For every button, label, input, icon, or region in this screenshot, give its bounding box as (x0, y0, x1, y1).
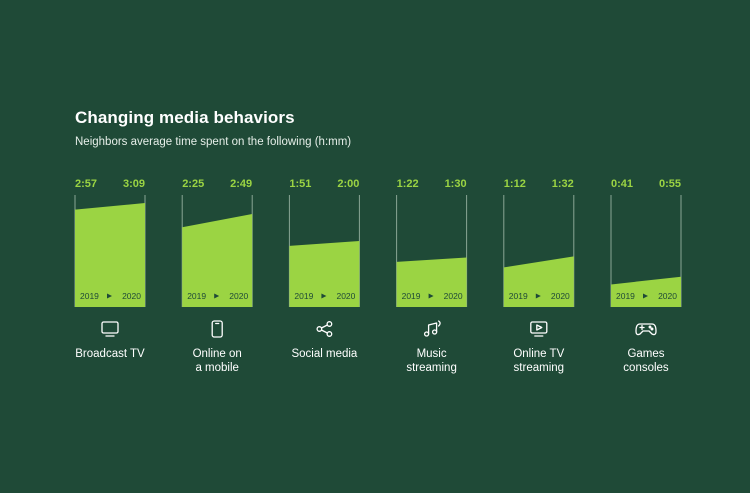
year-label-2020: 2020 (551, 291, 570, 301)
chart-subtitle: Neighbors average time spent on the foll… (75, 136, 352, 148)
category-label: consoles (623, 362, 669, 374)
year-label-2019: 2019 (402, 291, 421, 301)
area-music-streaming (396, 257, 467, 307)
chart-title: Changing media behaviors (75, 108, 295, 127)
arrow-icon (643, 293, 648, 299)
arrow-icon (107, 293, 112, 299)
share-icon-part (326, 321, 333, 327)
share-icon-part (316, 326, 323, 332)
value-label-2019: 0:41 (611, 178, 633, 190)
year-label-2019: 2019 (616, 291, 635, 301)
music-note-icon (423, 320, 441, 337)
area-broadcast-tv (75, 203, 145, 307)
value-label-2020: 1:30 (445, 178, 467, 190)
value-label-2020: 0:55 (659, 178, 681, 190)
value-label-2019: 1:12 (504, 178, 526, 190)
gamepad-icon-part (635, 323, 657, 336)
tv-icon (101, 321, 119, 337)
area-games-consoles (611, 276, 681, 307)
value-label-2019: 2:57 (75, 178, 97, 190)
mobile-phone-icon (211, 320, 223, 338)
category-label: a mobile (195, 362, 238, 374)
play-screen-icon (530, 321, 548, 337)
area-online-on-a-mobile (182, 214, 253, 307)
category-label: Online TV (513, 348, 564, 360)
area-social-media (289, 240, 360, 307)
year-label-2020: 2020 (122, 291, 141, 301)
arrow-icon (321, 293, 327, 299)
category-label: streaming (514, 362, 565, 374)
year-label-2020: 2020 (444, 291, 463, 301)
value-label-2019: 2:25 (182, 178, 204, 190)
arrow-icon (535, 293, 541, 299)
music-note-icon-part (427, 322, 438, 335)
value-label-2020: 2:00 (337, 178, 359, 190)
area-online-tv-streaming (503, 256, 574, 307)
category-label: Games (627, 348, 664, 360)
category-label: Social media (291, 348, 357, 360)
play-screen-icon-part (530, 321, 548, 334)
year-label-2019: 2019 (80, 291, 99, 301)
value-label-2020: 2:49 (230, 178, 252, 190)
year-label-2019: 2019 (509, 291, 528, 301)
play-screen-icon-part (536, 324, 543, 331)
mobile-phone-icon-part (211, 320, 223, 338)
gamepad-icon-part (650, 327, 654, 331)
year-label-2019: 2019 (294, 291, 313, 301)
share-icon-part (326, 331, 333, 337)
music-note-icon-part (437, 320, 441, 327)
gamepad-icon (635, 323, 657, 336)
year-label-2020: 2020 (658, 291, 677, 301)
value-label-2019: 1:51 (289, 178, 311, 190)
category-label: Online on (193, 348, 242, 360)
value-label-2020: 3:09 (123, 178, 145, 190)
year-label-2020: 2020 (336, 291, 355, 301)
year-label-2019: 2019 (187, 291, 206, 301)
arrow-icon (428, 293, 434, 299)
share-icon-part (320, 329, 329, 334)
gamepad-icon-part (648, 325, 652, 329)
share-icon-part (320, 324, 329, 329)
value-label-2020: 1:32 (552, 178, 574, 190)
category-label: streaming (406, 362, 457, 374)
category-label: Music (417, 348, 447, 360)
year-label-2020: 2020 (229, 291, 248, 301)
value-label-2019: 1:22 (397, 178, 419, 190)
tv-icon-part (101, 321, 119, 334)
share-icon (316, 321, 333, 337)
category-label: Broadcast TV (75, 348, 145, 360)
arrow-icon (214, 293, 220, 299)
